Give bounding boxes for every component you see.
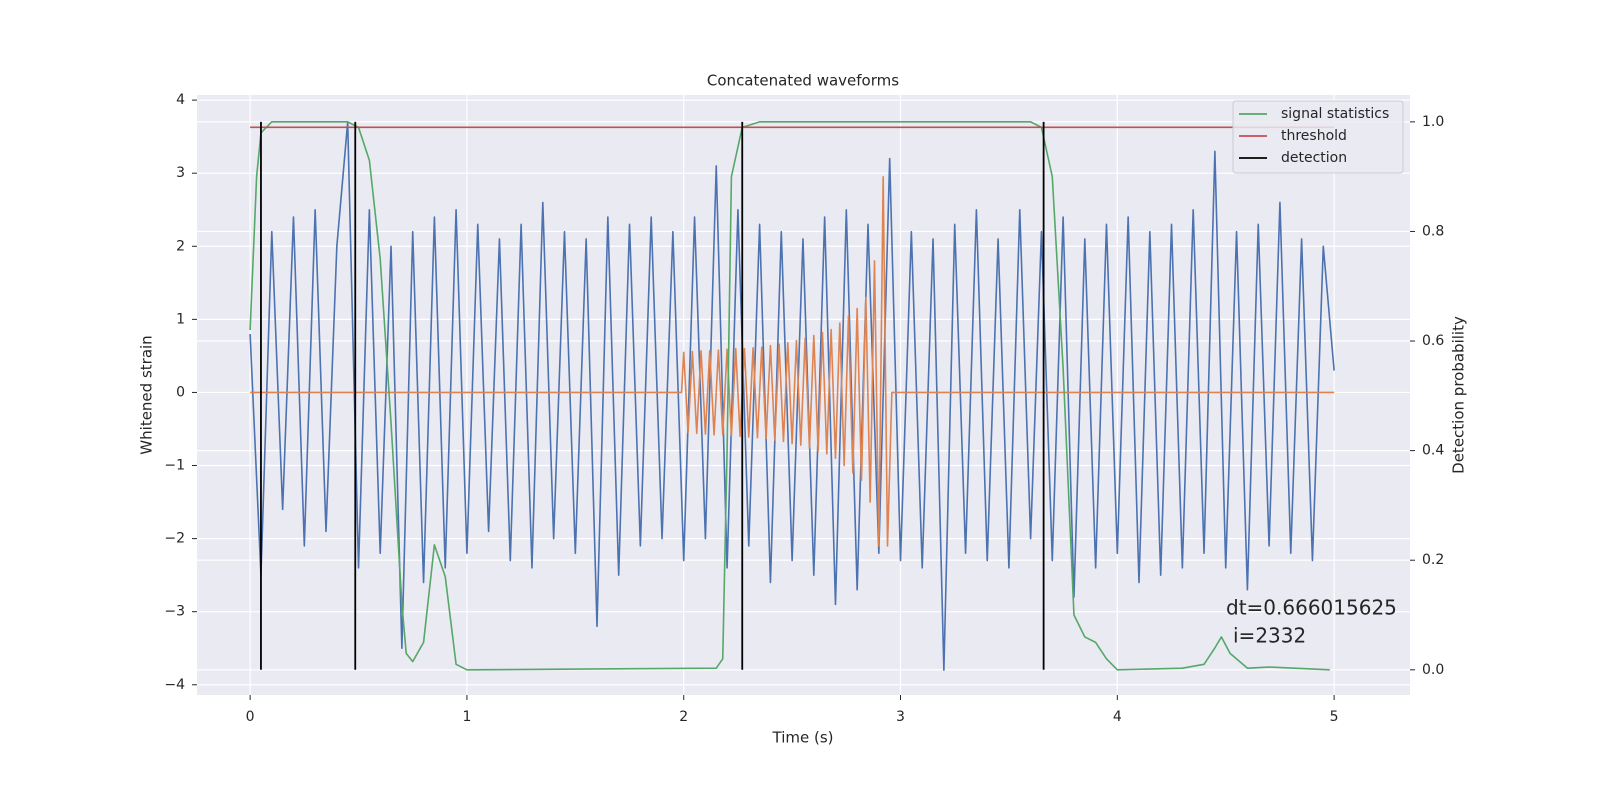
y2-tick-label: 0.0	[1422, 662, 1444, 678]
labels: 0 1 2 3 4 5 −4 −3 −2 −1 0 1 2 3 4 0.0 0.2 0.4 0.6 0.8 1.0 dt=…	[164, 92, 1444, 725]
y-tick-label: 1	[176, 311, 185, 327]
x-tick-label: 5	[1330, 709, 1339, 725]
legend-box	[1232, 100, 1404, 174]
series-line	[250, 176, 1335, 547]
annotation: dt=0.666015625	[1226, 596, 1397, 620]
annotation: i=2332	[1233, 624, 1306, 648]
chart-title: Concatenated waveforms	[707, 72, 899, 90]
x-tick-label: 2	[679, 709, 688, 725]
series-line	[249, 121, 1330, 671]
y-axis-label: Whitened strain	[138, 335, 156, 454]
x-tick-label: 1	[462, 709, 471, 725]
y2-tick-label: 0.8	[1422, 223, 1444, 239]
y-tick-label: −3	[164, 604, 185, 620]
x-tick-label: 4	[1113, 709, 1122, 725]
x-tick-label: 3	[896, 709, 905, 725]
y-tick-label: 0	[176, 384, 185, 400]
y-tick-label: 2	[176, 238, 185, 254]
legend-label: detection	[1281, 150, 1347, 166]
y2-tick-label: 0.2	[1422, 552, 1444, 568]
y2-axis-label: Detection probability	[1450, 316, 1468, 474]
legend-label: threshold	[1281, 128, 1347, 144]
y2-tick-label: 0.4	[1422, 443, 1444, 459]
y-tick-label: 4	[176, 92, 185, 108]
legend: signal statistics threshold detection	[1232, 100, 1404, 174]
y-tick-label: −1	[164, 458, 185, 474]
y2-tick-label: 0.6	[1422, 333, 1444, 349]
legend-label: signal statistics	[1281, 106, 1389, 122]
x-tick-label: 0	[246, 709, 255, 725]
marks	[249, 121, 1335, 671]
y-tick-label: −2	[164, 531, 185, 547]
y-tick-label: 3	[176, 165, 185, 181]
x-axis-label: Time (s)	[772, 729, 834, 747]
y-tick-label: −4	[164, 677, 185, 693]
series-line	[249, 121, 1335, 671]
y2-tick-label: 1.0	[1422, 114, 1444, 130]
